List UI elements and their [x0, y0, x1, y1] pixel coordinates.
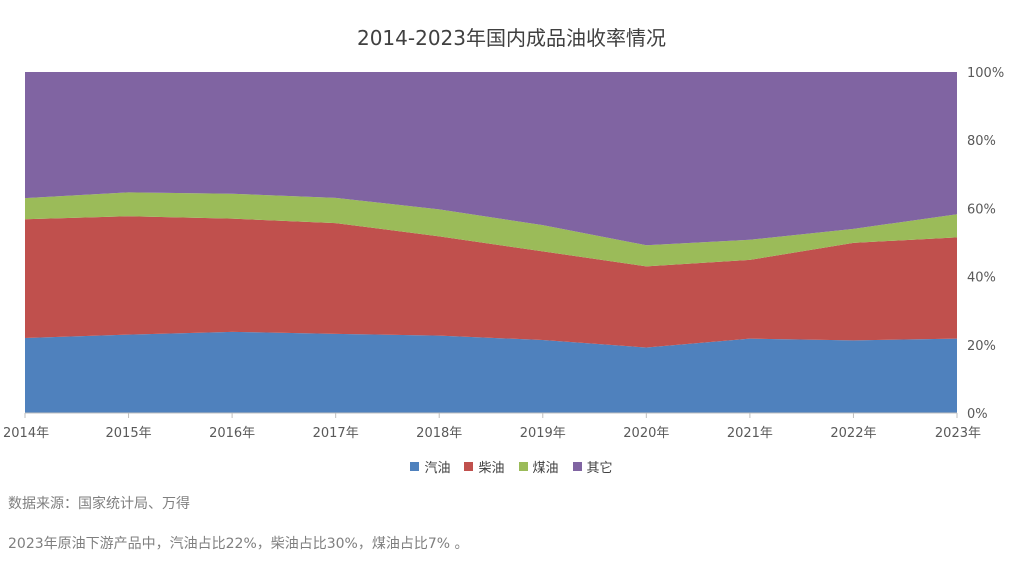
legend-swatch: [572, 462, 582, 471]
legend-label: 汽油: [424, 461, 451, 476]
area-series-group: [25, 72, 957, 413]
legend-item: 柴油: [464, 457, 505, 476]
x-tick-label: 2020年: [623, 426, 669, 441]
chart-title: 2014-2023年国内成品油收率情况: [356, 26, 666, 50]
y-tick-label: 60%: [967, 202, 996, 217]
legend-swatch: [464, 462, 474, 471]
x-tick-label: 2021年: [727, 426, 773, 441]
legend-swatch: [410, 462, 420, 471]
x-tick-label: 2017年: [313, 426, 359, 441]
x-tick-label: 2016年: [209, 426, 255, 441]
area-series-3: [25, 72, 957, 246]
x-tick-label: 2019年: [520, 426, 566, 441]
y-tick-label: 100%: [967, 66, 1004, 81]
x-tick-label: 2015年: [106, 426, 152, 441]
x-tick-label: 2022年: [830, 426, 876, 441]
legend-label: 其它: [586, 461, 613, 476]
stacked-area-chart: 2014年 2015年 2016年 2017年 2018年 2019年 2020年 2021年…: [3, 66, 1004, 441]
x-tick-label: 2023年: [935, 426, 981, 441]
x-tick-label: 2018年: [416, 426, 462, 441]
y-axis-ticks: 0% 20% 40% 60% 80% 100%: [967, 66, 1004, 422]
area-series-0: [25, 331, 957, 413]
legend-item: 其它: [572, 457, 613, 476]
area-series-1: [25, 216, 957, 348]
y-tick-label: 40%: [967, 271, 996, 286]
area-series-2: [25, 192, 957, 267]
y-tick-label: 0%: [967, 407, 988, 422]
y-tick-label: 80%: [967, 134, 996, 149]
y-tick-label: 20%: [967, 339, 996, 354]
source-note: 数据来源：国家统计局、万得: [8, 496, 190, 512]
legend-item: 煤油: [518, 457, 559, 476]
legend-label: 煤油: [532, 461, 559, 476]
legend-item: 汽油: [410, 457, 450, 476]
legend-swatch: [518, 462, 528, 471]
x-tick-label: 2014年: [3, 426, 49, 441]
x-axis-ticks: 2014年 2015年 2016年 2017年 2018年 2019年 2020年 2021年…: [3, 413, 981, 441]
legend-label: 柴油: [478, 461, 505, 476]
summary-note: 2023年原油下游产品中，汽油占比22%，柴油占比30%，煤油占比7% 。: [8, 536, 469, 552]
chart-legend: 汽油 柴油 煤油 其它: [0, 457, 1023, 476]
